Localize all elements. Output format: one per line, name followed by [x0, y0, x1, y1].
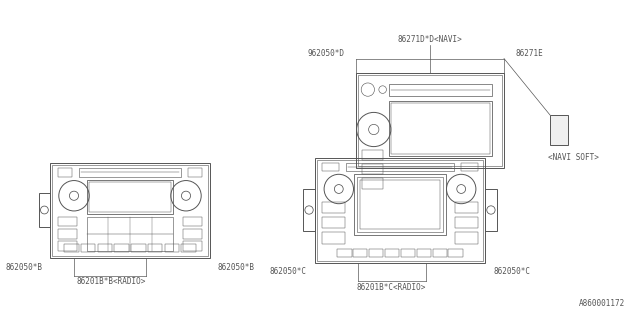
Bar	[315, 157, 485, 262]
Bar	[337, 249, 351, 257]
Bar	[115, 244, 129, 252]
Bar	[81, 244, 95, 252]
Bar	[89, 181, 172, 212]
Bar	[87, 180, 173, 214]
Bar	[322, 202, 345, 213]
Bar	[354, 174, 446, 235]
Bar	[369, 249, 383, 257]
Bar	[357, 177, 443, 232]
Bar	[322, 163, 339, 171]
Bar	[388, 84, 492, 96]
Bar	[50, 163, 210, 258]
Bar	[87, 217, 173, 251]
Text: A860001172: A860001172	[579, 299, 625, 308]
Bar	[455, 232, 478, 244]
Text: 86201B*B<RADIO>: 86201B*B<RADIO>	[76, 277, 145, 286]
Bar	[322, 217, 345, 228]
Text: <NAVI SOFT>: <NAVI SOFT>	[548, 153, 599, 162]
Bar	[317, 159, 483, 260]
Text: 862050*C: 862050*C	[493, 268, 530, 276]
Text: 86201B*C<RADIO>: 86201B*C<RADIO>	[357, 283, 426, 292]
Bar	[58, 168, 72, 177]
Bar	[148, 244, 162, 252]
Bar	[417, 249, 431, 257]
Bar	[183, 229, 202, 238]
Bar	[58, 217, 77, 226]
Bar	[385, 249, 399, 257]
Bar	[485, 189, 497, 231]
Text: 862050*C: 862050*C	[270, 268, 307, 276]
Bar	[39, 193, 50, 227]
Bar	[65, 244, 79, 252]
Bar	[346, 163, 454, 171]
Bar	[360, 180, 440, 229]
Bar	[433, 249, 447, 257]
Bar	[181, 244, 196, 252]
Bar	[183, 241, 202, 251]
Text: 86271E: 86271E	[516, 50, 544, 59]
Bar	[58, 229, 77, 238]
Bar	[461, 163, 478, 171]
Bar	[362, 164, 383, 174]
Bar	[322, 232, 345, 244]
Bar	[303, 189, 315, 231]
Bar	[449, 249, 463, 257]
Bar	[131, 244, 145, 252]
Text: 862050*B: 862050*B	[218, 262, 255, 271]
Bar	[188, 168, 202, 177]
Bar	[52, 164, 208, 255]
Bar	[390, 103, 490, 154]
Bar	[362, 178, 383, 188]
Text: 962050*D: 962050*D	[307, 50, 344, 59]
Bar	[58, 241, 77, 251]
Text: 86271D*D<NAVI>: 86271D*D<NAVI>	[397, 36, 462, 44]
Text: 862050*B: 862050*B	[5, 262, 42, 271]
Bar	[358, 75, 502, 165]
Bar	[79, 168, 181, 177]
Bar	[550, 115, 568, 145]
Bar	[353, 249, 367, 257]
Bar	[98, 244, 112, 252]
Bar	[455, 217, 478, 228]
Bar	[183, 217, 202, 226]
Bar	[455, 202, 478, 213]
Bar	[164, 244, 179, 252]
Bar	[356, 73, 504, 167]
Bar	[388, 101, 492, 156]
Bar	[362, 149, 383, 160]
Bar	[401, 249, 415, 257]
